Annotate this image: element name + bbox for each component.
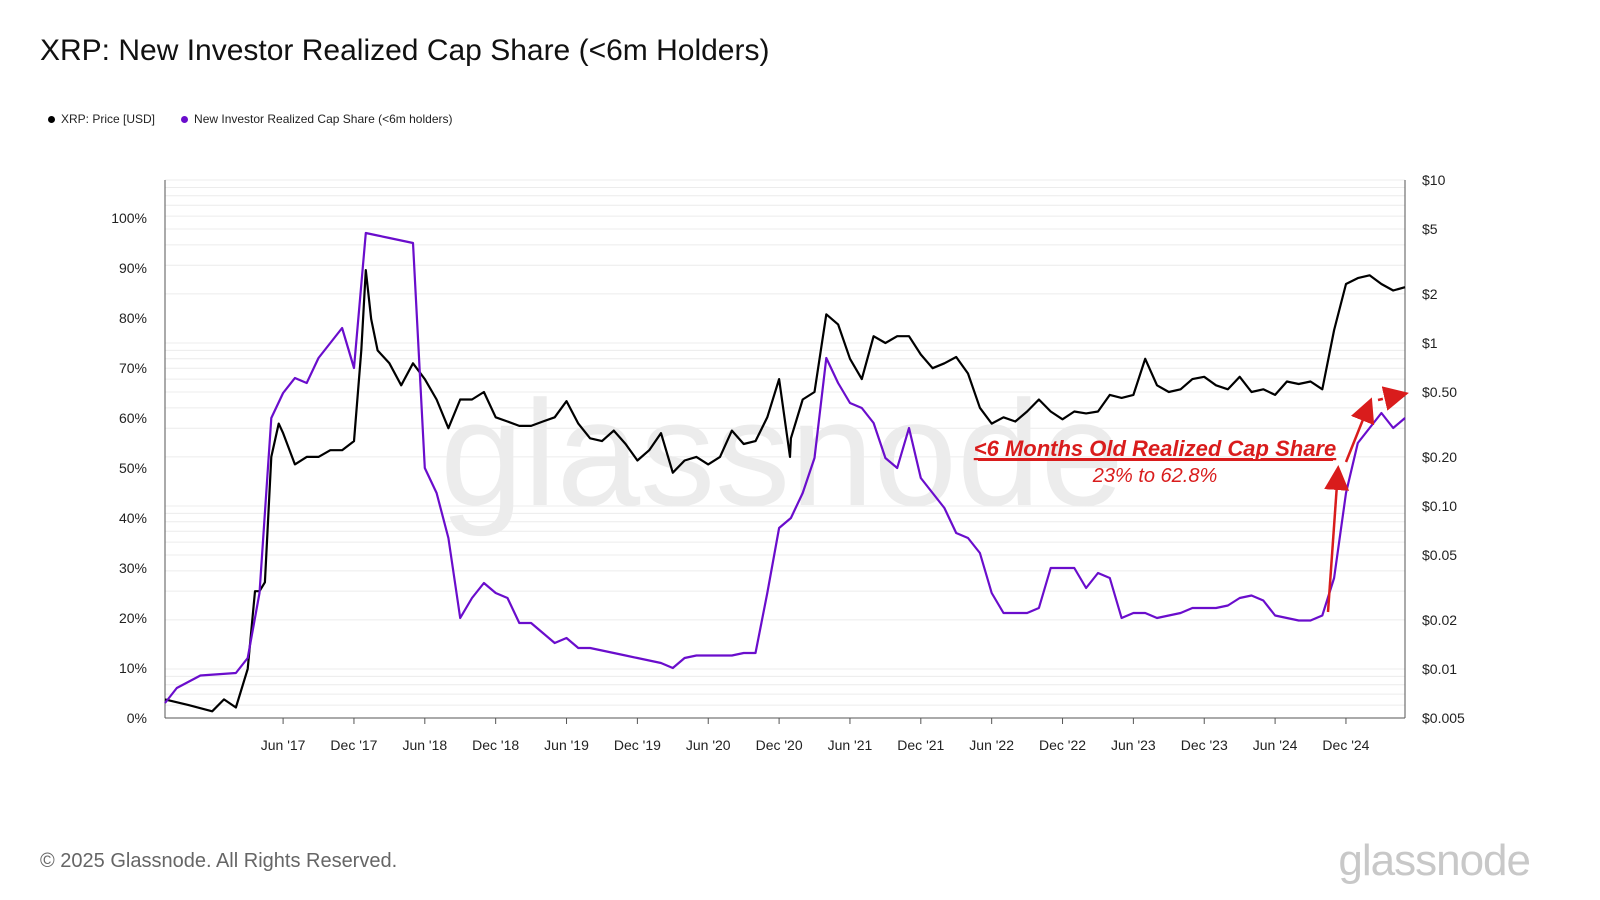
- annotation-arrow-diagonal: [1344, 397, 1375, 463]
- left-tick-label: 60%: [119, 410, 147, 426]
- right-axis-ticks: $0.005 $0.01 $0.02 $0.05 $0.10 $0.20 $0.50 $1 $2…: [1422, 172, 1465, 726]
- left-tick-label: 80%: [119, 310, 147, 326]
- right-tick-label: $0.02: [1422, 612, 1457, 628]
- legend: XRP: Price [USD] New Investor Realized C…: [48, 112, 452, 126]
- annotation-subtitle: 23% to 62.8%: [1092, 465, 1218, 487]
- x-tick-label: Jun '23: [1111, 737, 1156, 753]
- left-axis-ticks: 0% 10% 20% 30% 40% 50% 60% 70% 80% 90% 100%: [111, 210, 147, 726]
- right-tick-label: $0.10: [1422, 498, 1457, 514]
- left-tick-label: 10%: [119, 660, 147, 676]
- x-tick-label: Dec '18: [472, 737, 519, 753]
- x-tick-label: Jun '17: [261, 737, 306, 753]
- chart-title: XRP: New Investor Realized Cap Share (<6…: [40, 34, 770, 67]
- legend-item-price[interactable]: XRP: Price [USD]: [48, 112, 155, 126]
- cap-share-series-line: [164, 231, 1406, 704]
- legend-dot-price: [48, 115, 55, 123]
- legend-label-price: XRP: Price [USD]: [61, 112, 156, 126]
- x-tick-label: Dec '23: [1181, 737, 1228, 753]
- right-tick-label: $0.05: [1422, 547, 1457, 563]
- series-layer: [164, 231, 1406, 713]
- right-tick-label: $1: [1422, 335, 1438, 351]
- right-tick-label: $0.50: [1422, 384, 1457, 400]
- legend-item-cap-share[interactable]: New Investor Realized Cap Share (<6m hol…: [181, 112, 452, 126]
- left-tick-label: 0%: [127, 710, 147, 726]
- x-tick-label: Jun '20: [686, 737, 731, 753]
- x-tick-label: Dec '21: [897, 737, 944, 753]
- annotation-arrow-dashed: [1377, 386, 1409, 411]
- annotation-title: <6 Months Old Realized Cap Share: [974, 436, 1336, 461]
- left-tick-label: 20%: [119, 610, 147, 626]
- left-tick-label: 70%: [119, 360, 147, 376]
- x-tick-label: Dec '19: [614, 737, 661, 753]
- left-tick-label: 100%: [111, 210, 147, 226]
- right-tick-label: $0.01: [1422, 661, 1457, 677]
- legend-label-cap-share: New Investor Realized Cap Share (<6m hol…: [194, 112, 453, 126]
- price-series-line: [164, 269, 1406, 713]
- x-axis-ticks: Jun '17 Dec '17 Jun '18 Dec '18 Jun '19 Dec '…: [261, 718, 1370, 753]
- left-tick-label: 90%: [119, 260, 147, 276]
- right-tick-label: $5: [1422, 221, 1438, 237]
- left-tick-label: 50%: [119, 460, 147, 476]
- grid: [165, 179, 1405, 719]
- axes: [164, 180, 1406, 719]
- x-tick-label: Jun '24: [1253, 737, 1298, 753]
- glassnode-logo[interactable]: glassnode: [1338, 836, 1531, 885]
- left-tick-label: 40%: [119, 510, 147, 526]
- x-tick-label: Jun '19: [544, 737, 589, 753]
- x-tick-label: Dec '24: [1322, 737, 1369, 753]
- right-tick-label: $2: [1422, 286, 1438, 302]
- x-tick-label: Dec '20: [756, 737, 803, 753]
- x-tick-label: Dec '22: [1039, 737, 1086, 753]
- x-tick-label: Jun '22: [969, 737, 1014, 753]
- x-tick-label: Jun '21: [828, 737, 873, 753]
- copyright-text: © 2025 Glassnode. All Rights Reserved.: [40, 850, 398, 872]
- legend-dot-cap-share: [181, 115, 189, 123]
- x-tick-label: Jun '18: [402, 737, 447, 753]
- x-tick-label: Dec '17: [330, 737, 377, 753]
- annotation-arrow-up: [1324, 465, 1350, 613]
- right-tick-label: $10: [1422, 172, 1446, 188]
- left-tick-label: 30%: [119, 560, 147, 576]
- right-tick-label: $0.005: [1422, 710, 1465, 726]
- annotation: <6 Months Old Realized Cap Share 23% to …: [974, 386, 1409, 613]
- right-tick-label: $0.20: [1422, 449, 1457, 465]
